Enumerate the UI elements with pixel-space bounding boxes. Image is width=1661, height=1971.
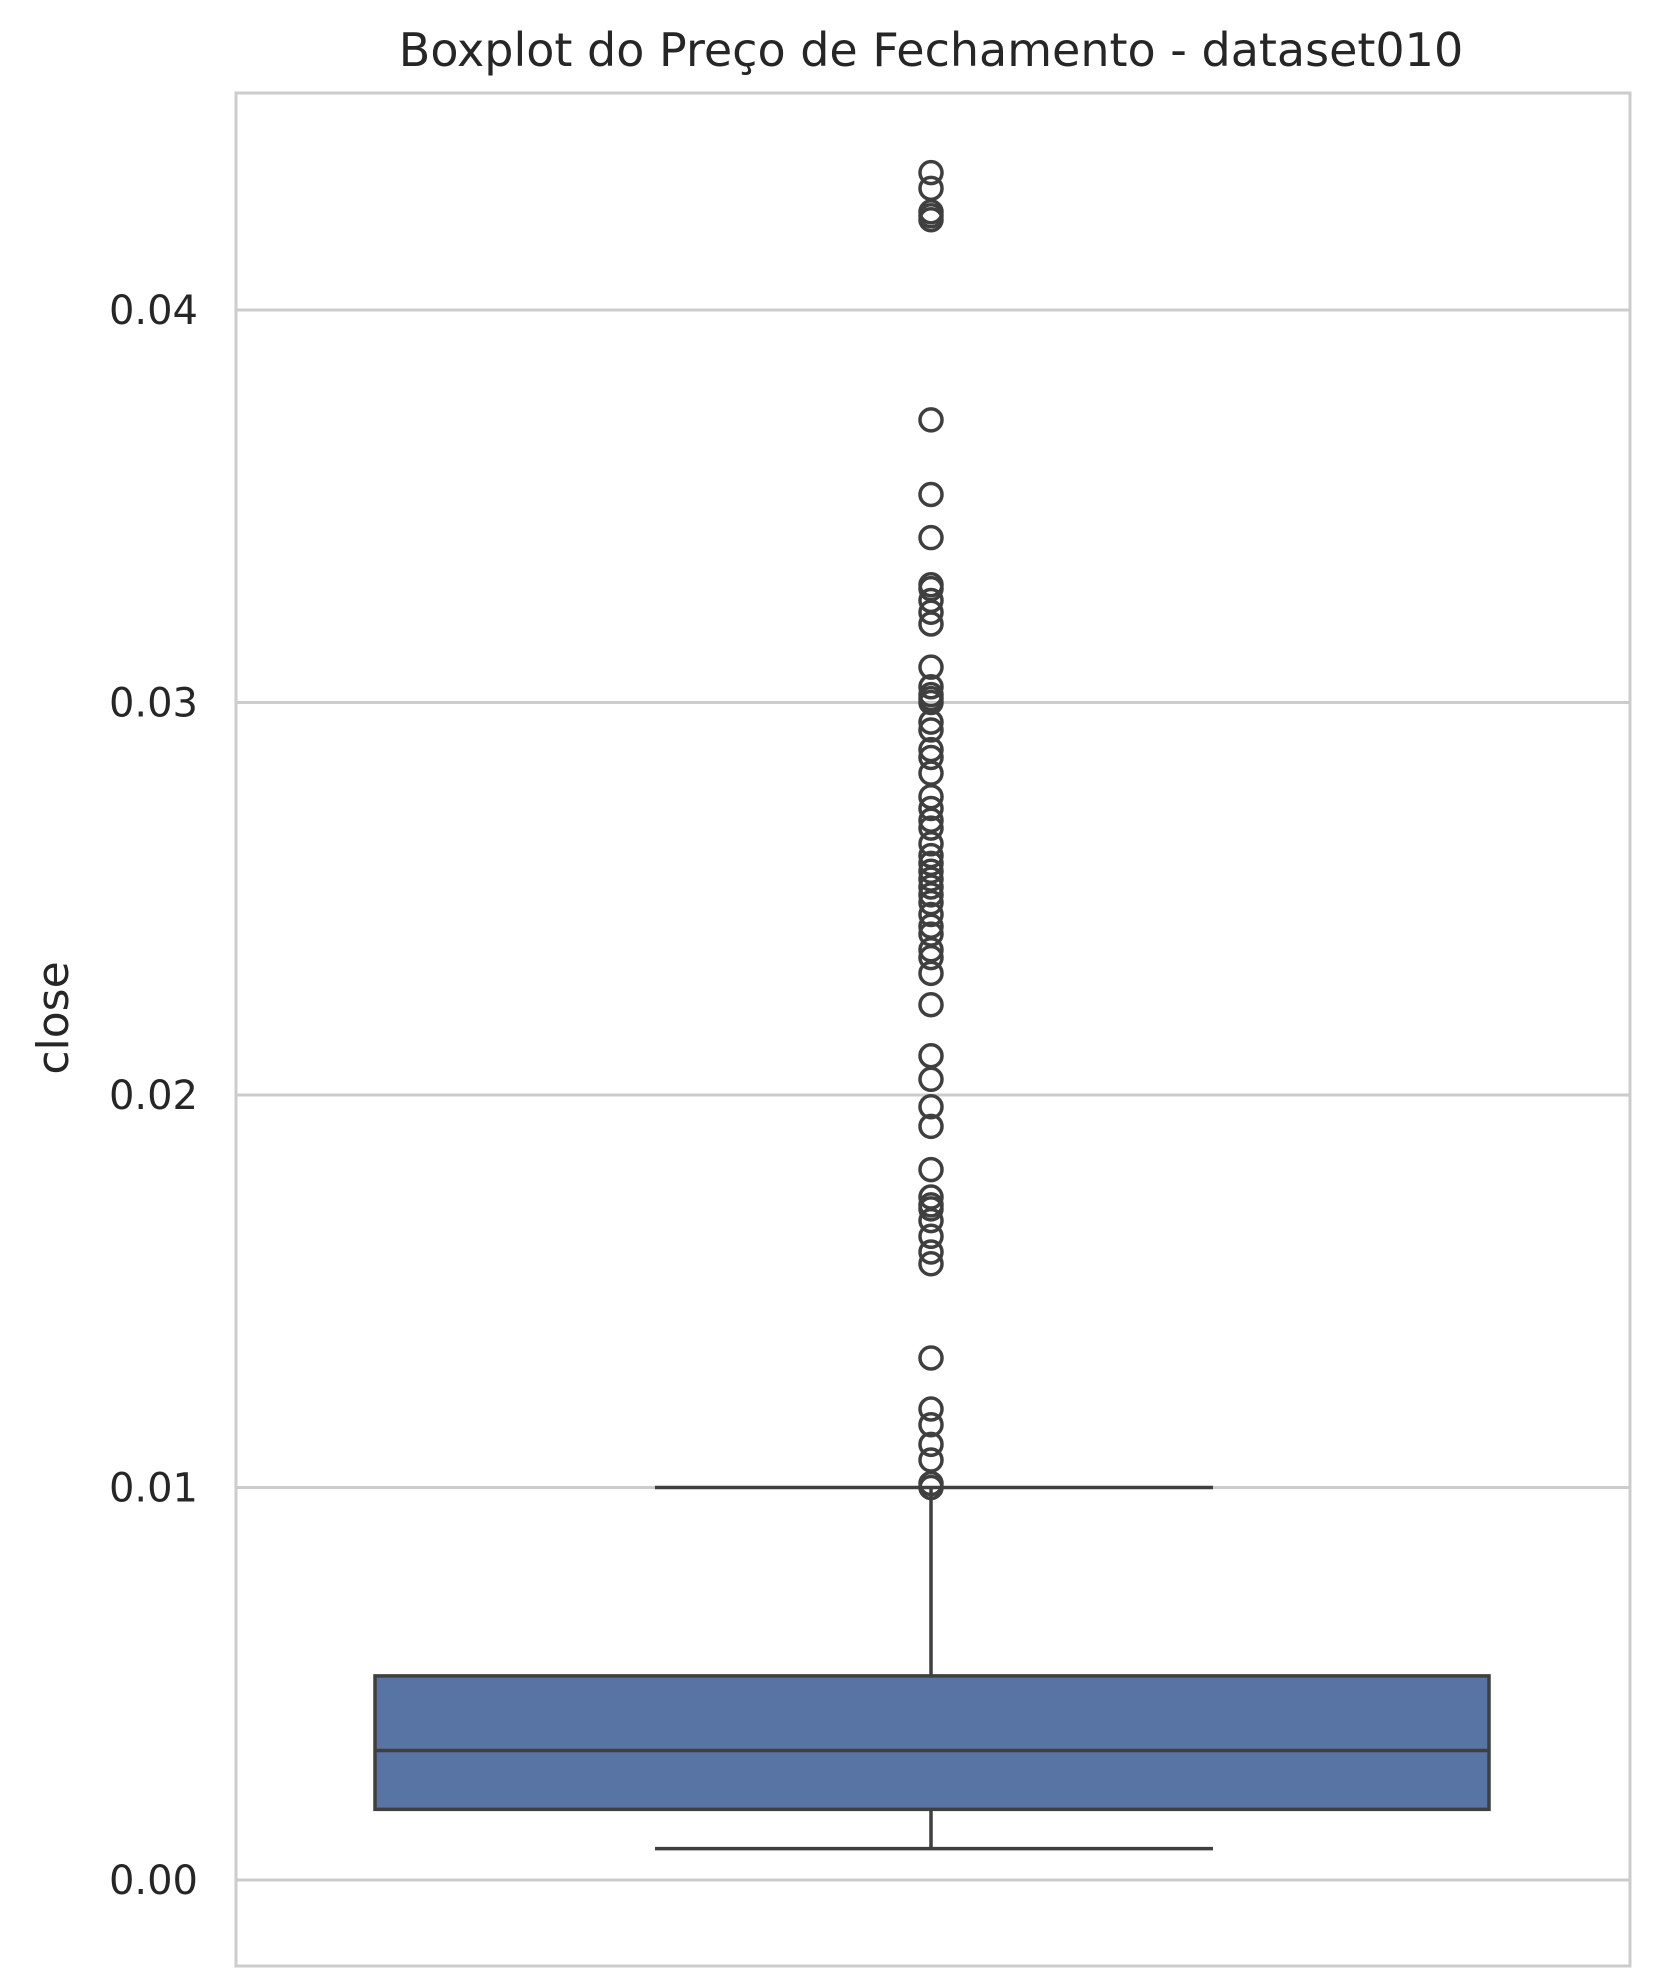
y-tick-label: 0.04: [109, 288, 198, 334]
outlier-point: [918, 689, 944, 716]
outlier-point: [918, 901, 944, 928]
outlier-point: [918, 795, 944, 822]
chart-title: Boxplot do Preço de Fechamento - dataset…: [399, 23, 1463, 77]
outlier-point: [918, 674, 944, 700]
y-axis-ticks: 0.00 0.01 0.02 0.03 0.04: [109, 288, 198, 1904]
outlier-point: [918, 744, 944, 771]
outlier-point: [918, 1113, 944, 1140]
outlier-point: [918, 709, 944, 735]
outlier-point: [918, 1239, 944, 1265]
outlier-point: [918, 960, 944, 987]
outlier-point: [918, 1345, 944, 1371]
outlier-points: [918, 159, 944, 1501]
outlier-point: [918, 611, 944, 637]
y-tick-label: 0.01: [109, 1466, 198, 1512]
outlier-point: [918, 1094, 944, 1120]
outlier-point: [918, 1223, 944, 1250]
outlier-point: [918, 1066, 944, 1093]
outlier-point: [918, 481, 944, 508]
plot-area-frame: [234, 91, 1632, 1968]
y-tick-label: 0.03: [109, 681, 198, 727]
outlier-point: [918, 1251, 944, 1277]
outlier-point: [918, 1156, 944, 1183]
outlier-point: [918, 599, 944, 625]
y-tick-label: 0.02: [109, 1073, 198, 1119]
outlier-point: [918, 944, 944, 971]
outlier-point: [918, 831, 944, 857]
box-element: [373, 1485, 1491, 1851]
outlier-point: [918, 1411, 944, 1438]
y-axis-label: close: [28, 961, 79, 1074]
outlier-point: [918, 407, 944, 433]
outlier-point: [918, 1474, 944, 1501]
outlier-point: [918, 1196, 944, 1222]
outlier-point: [918, 1207, 944, 1234]
outlier-point: [918, 1431, 944, 1458]
outlier-point: [918, 717, 944, 743]
outlier-point: [918, 159, 944, 186]
outlier-point: [918, 1447, 944, 1473]
outlier-point: [918, 760, 944, 786]
outlier-point: [918, 815, 944, 841]
outlier-point: [918, 1043, 944, 1069]
y-tick-label: 0.00: [109, 1858, 198, 1904]
outlier-point: [918, 524, 944, 551]
outlier-point: [918, 206, 944, 233]
outlier-point: [918, 991, 944, 1018]
outlier-point: [918, 874, 944, 900]
outlier-point: [918, 175, 944, 202]
outlier-point: [918, 654, 944, 680]
outlier-point: [918, 1396, 944, 1422]
outlier-point: [918, 882, 944, 908]
interquartile-box: [373, 1674, 1491, 1812]
